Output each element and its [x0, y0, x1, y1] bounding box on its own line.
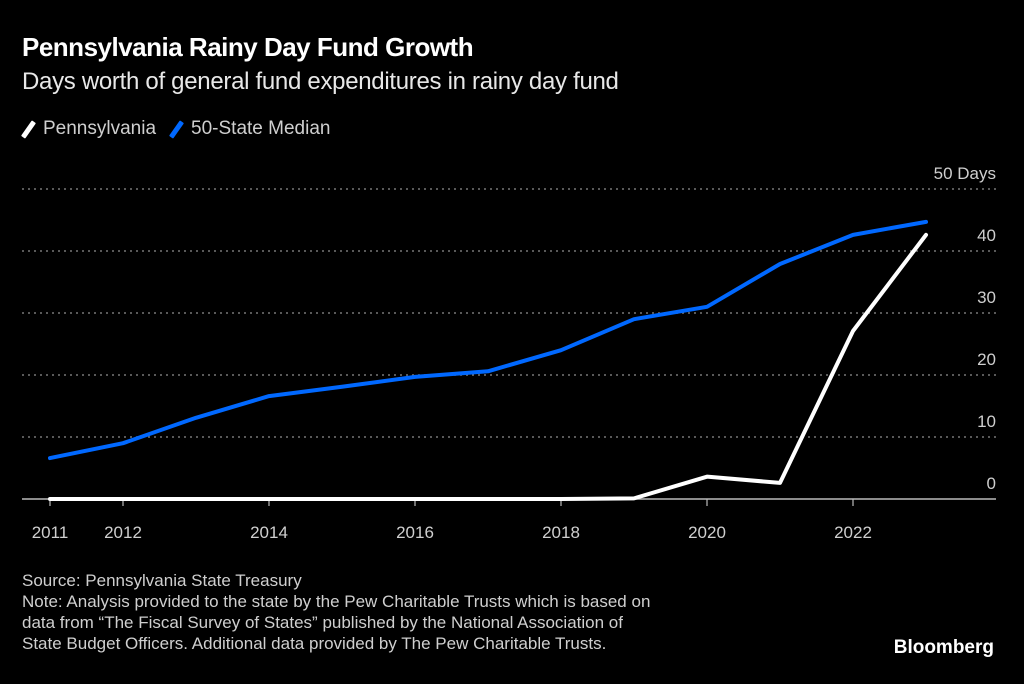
source-note: Source: Pennsylvania State Treasury — [22, 571, 302, 590]
chart-title: Pennsylvania Rainy Day Fund Growth — [22, 32, 474, 62]
legend: Pennsylvania 50-State Median — [21, 118, 344, 140]
y-tick-label: 20 — [977, 350, 996, 369]
note-line: State Budget Officers. Additional data p… — [22, 634, 607, 653]
note-line: data from “The Fiscal Survey of States” … — [22, 613, 623, 632]
y-tick-label: 10 — [977, 412, 996, 431]
x-tick-label: 2020 — [688, 523, 726, 542]
series-line-50-state-median — [48, 219, 928, 461]
x-tick-label: 2014 — [250, 523, 288, 542]
note-line: Note: Analysis provided to the state by … — [22, 592, 651, 611]
x-tick-label: 2018 — [542, 523, 580, 542]
legend-label: Pennsylvania — [43, 118, 157, 139]
footer: Source: Pennsylvania State Treasury Note… — [22, 570, 650, 654]
x-tick-label: 2022 — [834, 523, 872, 542]
chart-subtitle: Days worth of general fund expenditures … — [22, 68, 619, 95]
legend-item-median: 50-State Median — [169, 118, 331, 140]
line-chart: 0 10 20 30 40 50 Days 2011 2012 2014 2016 2018 2020… — [22, 164, 996, 542]
legend-label: 50-State Median — [191, 118, 331, 139]
y-tick-label: 40 — [977, 226, 996, 245]
y-tick-label: 0 — [987, 474, 996, 493]
legend-item-pennsylvania: Pennsylvania — [21, 118, 157, 140]
y-tick-label: 30 — [977, 288, 996, 307]
bloomberg-logo: Bloomberg — [893, 637, 994, 658]
x-tick-label: 2016 — [396, 523, 434, 542]
y-tick-label: 50 Days — [934, 164, 996, 183]
series-line-pennsylvania — [48, 232, 928, 501]
x-tick-label: 2012 — [104, 523, 142, 542]
x-tick-label: 2011 — [32, 523, 69, 542]
